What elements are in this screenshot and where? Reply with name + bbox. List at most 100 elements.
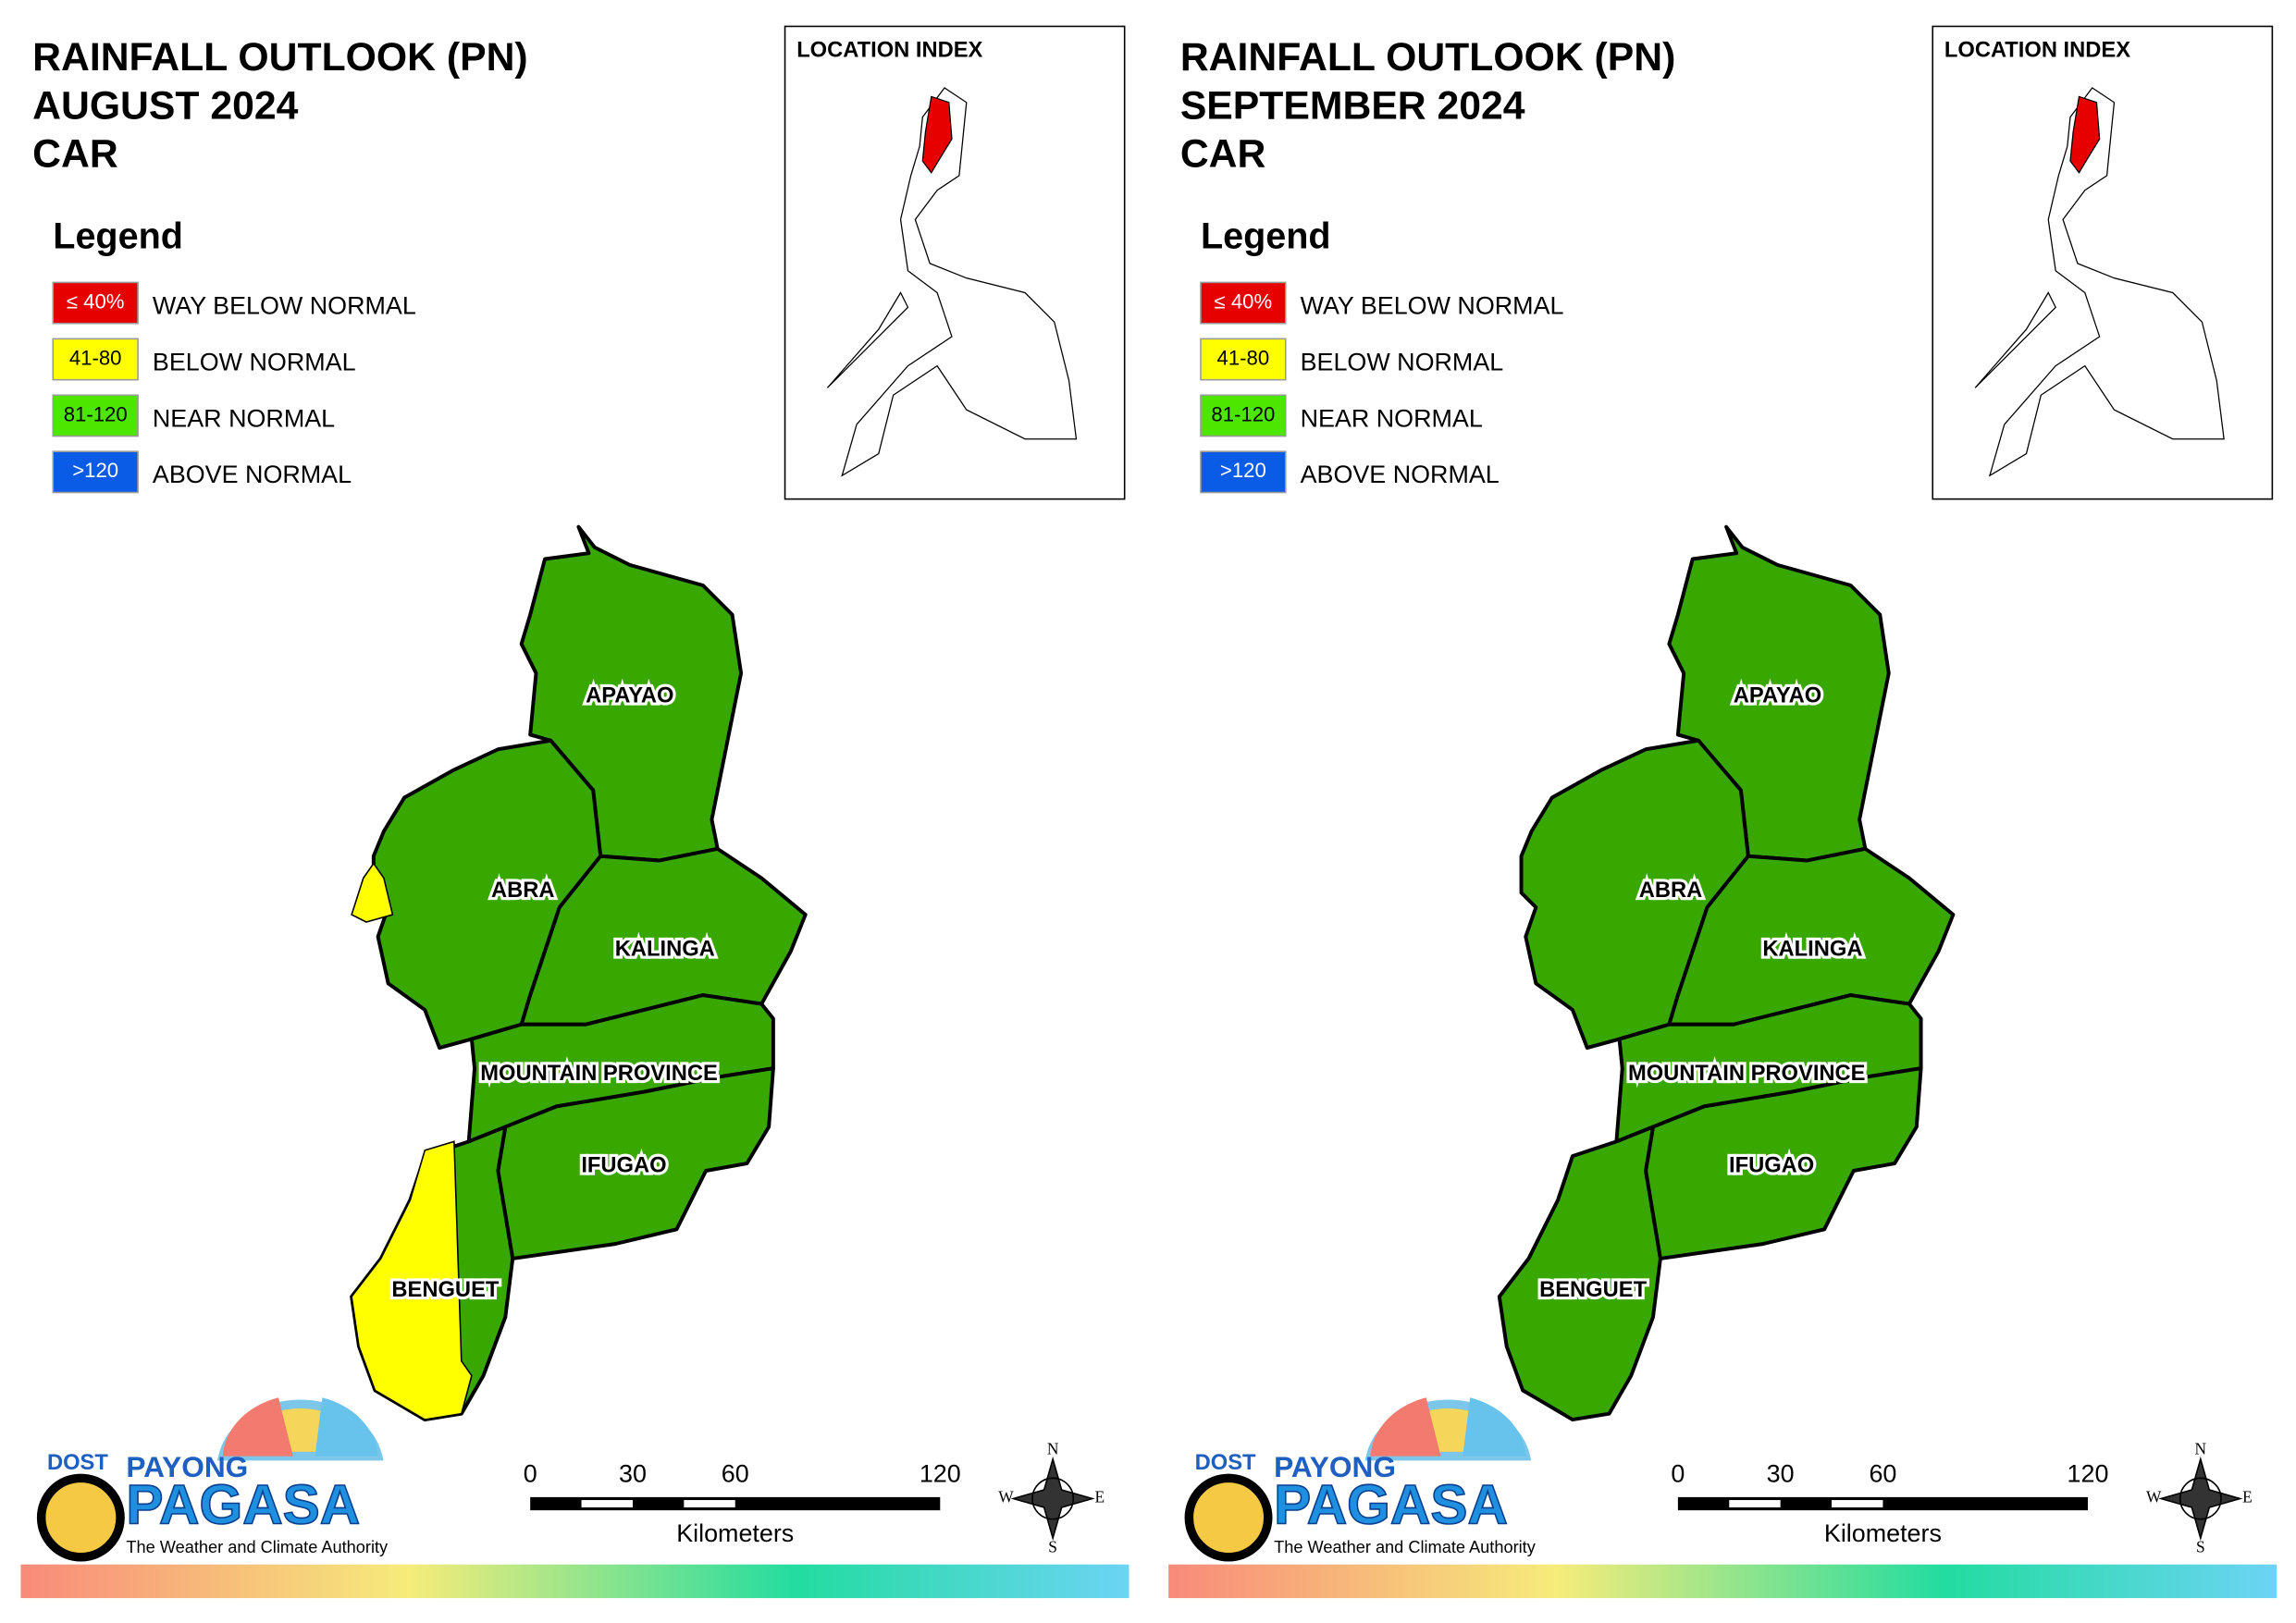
province-label: KALINGA	[615, 937, 715, 961]
compass-letter: S	[1048, 1537, 1057, 1555]
legend-label: WAY BELOW NORMAL	[1301, 291, 1564, 319]
legend-range: ≤ 40%	[67, 289, 125, 313]
province-label: MOUNTAIN PROVINCE	[1628, 1062, 1866, 1086]
legend-label: ABOVE NORMAL	[1301, 461, 1500, 488]
legend-range: 41-80	[1217, 346, 1270, 369]
legend-label: ABOVE NORMAL	[153, 461, 352, 488]
legend-range: 81-120	[64, 402, 128, 425]
legend-swatch	[52, 338, 139, 381]
province-label: APAYAO	[1734, 684, 1821, 708]
province-label: APAYAO	[586, 684, 673, 708]
scale-tick-label: 30	[1767, 1459, 1795, 1487]
legend-label: WAY BELOW NORMAL	[153, 291, 416, 319]
scale-tick-label: 60	[1869, 1459, 1896, 1487]
legend-swatch	[52, 450, 139, 494]
scale-segment	[1729, 1500, 1781, 1507]
province-label: KALINGA	[1762, 937, 1862, 961]
car-region	[921, 95, 953, 174]
legend-label: NEAR NORMAL	[153, 404, 335, 432]
legend-range: 81-120	[1211, 402, 1275, 425]
umbrella-right	[315, 1397, 378, 1457]
scale-tick-label: 0	[1671, 1459, 1685, 1487]
title-line: AUGUST 2024	[32, 83, 299, 128]
compass-letter: N	[2195, 1439, 2207, 1457]
scale-tick-label: 120	[2068, 1459, 2109, 1487]
legend-label: BELOW NORMAL	[153, 348, 356, 375]
legend-label: NEAR NORMAL	[1301, 404, 1483, 432]
location-frame	[784, 25, 1126, 500]
province	[1497, 1125, 1662, 1422]
logo-pagasa: PAGASA	[126, 1473, 360, 1535]
compass-letter: E	[2242, 1487, 2253, 1506]
legend-title: Legend	[53, 215, 183, 256]
scale-tick-label: 60	[722, 1459, 749, 1487]
province-label: ABRA	[1639, 879, 1703, 903]
location-title: LOCATION INDEX	[1944, 39, 2130, 63]
umbrella-left	[222, 1397, 293, 1457]
logo-tagline: The Weather and Climate Authority	[1274, 1538, 1537, 1556]
location-frame	[1932, 25, 2274, 500]
legend-swatch	[1200, 450, 1287, 494]
scale-segment	[1832, 1500, 1883, 1507]
seal	[1184, 1473, 1273, 1562]
color-band	[1168, 1564, 2277, 1599]
location-title: LOCATION INDEX	[796, 39, 982, 63]
legend-swatch	[1200, 338, 1287, 381]
umbrella-right	[1463, 1397, 1526, 1457]
compass-letter: W	[2146, 1487, 2162, 1506]
legend-range: >120	[72, 459, 118, 482]
province-part	[351, 862, 394, 923]
legend-swatch	[1200, 394, 1287, 437]
compass-ring	[1031, 1477, 1075, 1520]
seal	[36, 1473, 125, 1562]
logo-payong: PAYONG	[1274, 1450, 1396, 1483]
compass-letter: N	[1047, 1439, 1059, 1457]
scale-tick-label: 120	[920, 1459, 961, 1487]
title-line: CAR	[1180, 132, 1266, 177]
car-region	[2069, 95, 2101, 174]
legend-swatch	[52, 281, 139, 325]
scale-unit: Kilometers	[676, 1519, 794, 1547]
compass-letter: S	[2196, 1537, 2205, 1555]
umbrella-left	[1370, 1397, 1441, 1457]
title-line: RAINFALL OUTLOOK (PN)	[1180, 35, 1676, 80]
legend-range: 41-80	[69, 346, 122, 369]
color-band	[20, 1564, 1129, 1599]
compass-letter: W	[998, 1487, 1014, 1506]
compass-letter: E	[1094, 1487, 1105, 1506]
province-label: BENGUET	[1539, 1278, 1647, 1302]
ph-outline	[826, 87, 1078, 477]
scale-segment	[581, 1500, 633, 1507]
legend-range: ≤ 40%	[1215, 289, 1273, 313]
title-line: CAR	[32, 132, 118, 177]
ph-outline	[1974, 87, 2225, 477]
legend-swatch	[1200, 281, 1287, 325]
province-label: MOUNTAIN PROVINCE	[480, 1062, 718, 1086]
legend-label: BELOW NORMAL	[1301, 348, 1504, 375]
logo-tagline: The Weather and Climate Authority	[126, 1538, 389, 1556]
province-label: IFUGAO	[1729, 1154, 1814, 1178]
legend-range: >120	[1220, 459, 1266, 482]
compass-rose	[1010, 1456, 1095, 1542]
logo-dost: DOST	[1195, 1451, 1256, 1475]
scale-unit: Kilometers	[1824, 1519, 1942, 1547]
logo-pagasa: PAGASA	[1274, 1473, 1508, 1535]
compass-rose	[2158, 1456, 2243, 1542]
logo-dost: DOST	[47, 1451, 108, 1475]
title-line: SEPTEMBER 2024	[1180, 83, 1525, 128]
legend-title: Legend	[1201, 215, 1331, 256]
province-label: IFUGAO	[581, 1154, 666, 1178]
scale-tick-label: 30	[619, 1459, 647, 1487]
compass-ring	[2179, 1477, 2222, 1520]
logo-payong: PAYONG	[126, 1450, 248, 1483]
title-line: RAINFALL OUTLOOK (PN)	[32, 35, 528, 80]
province-part	[351, 1140, 473, 1420]
legend-swatch	[52, 394, 139, 437]
scale-tick-label: 0	[524, 1459, 537, 1487]
scale-segment	[684, 1500, 735, 1507]
province-label: BENGUET	[391, 1278, 499, 1302]
